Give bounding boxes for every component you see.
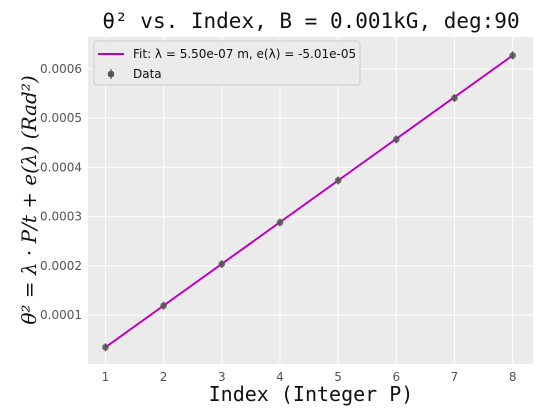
data-point [160,302,167,309]
y-tick-label: 0.0006 [40,62,82,76]
x-tick-label: 6 [392,370,400,384]
x-ticks: 1 2 3 4 5 6 7 8 [102,370,517,384]
data-point [276,219,284,226]
x-tick-label: 1 [102,370,110,384]
fit-series [104,54,514,349]
data-point [393,136,400,143]
fit-line [104,54,514,349]
x-tick-label: 8 [509,370,517,384]
data-point [451,94,458,102]
x-tick-label: 7 [451,370,459,384]
y-tick-label: 0.0003 [40,210,82,224]
x-tick-label: 4 [276,370,284,384]
y-axis-label: θ² = λ · P/t + e(λ) (Rad²) [17,75,41,324]
x-tick-label: 3 [218,370,226,384]
x-tick-label: 2 [160,370,168,384]
y-tick-label: 0.0001 [40,308,82,322]
data-point [102,343,109,351]
y-tick-label: 0.0004 [40,160,82,174]
data-point [509,52,516,59]
data-series [102,51,516,352]
data-point [334,177,342,184]
y-tick-label: 0.0005 [40,111,82,125]
chart-title: θ² vs. Index, B = 0.001kG, deg:90 [102,9,519,33]
data-point [218,260,226,268]
legend-data-label: Data [133,67,162,81]
x-tick-label: 5 [334,370,342,384]
y-ticks: 0.0001 0.0002 0.0003 0.0004 0.0005 0.0006 [40,62,82,322]
x-axis-label: Index (Integer P) [209,382,414,406]
legend-box [93,40,361,86]
legend: Fit: λ = 5.50e-07 m, e(λ) = -5.01e-05 Da… [93,40,361,86]
y-tick-label: 0.0002 [40,259,82,273]
legend-data-marker [107,70,115,78]
legend-fit-label: Fit: λ = 5.50e-07 m, e(λ) = -5.01e-05 [133,47,356,61]
